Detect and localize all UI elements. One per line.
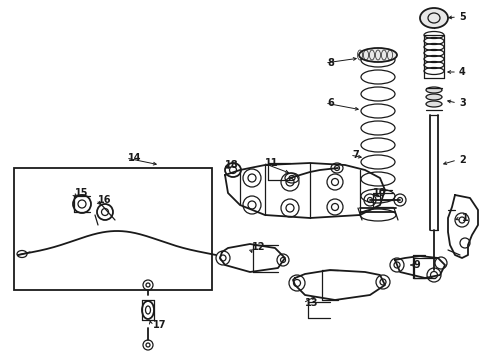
- Text: 13: 13: [305, 298, 318, 308]
- Bar: [14, 168, 212, 290]
- Text: 11: 11: [265, 158, 278, 168]
- Text: 8: 8: [327, 58, 334, 68]
- Ellipse shape: [420, 8, 448, 28]
- Text: 18: 18: [225, 160, 239, 170]
- Ellipse shape: [359, 48, 397, 62]
- Ellipse shape: [426, 101, 442, 107]
- Text: 1: 1: [462, 213, 469, 223]
- Text: 15: 15: [75, 188, 89, 198]
- Text: 4: 4: [459, 67, 466, 77]
- Text: 5: 5: [459, 12, 466, 22]
- Text: 2: 2: [459, 155, 466, 165]
- Ellipse shape: [426, 94, 442, 100]
- Text: 16: 16: [98, 195, 112, 205]
- Text: 17: 17: [153, 320, 167, 330]
- Text: 9: 9: [413, 260, 420, 270]
- Text: 12: 12: [252, 242, 266, 252]
- Text: 14: 14: [128, 153, 142, 163]
- Text: 7: 7: [352, 150, 359, 160]
- Ellipse shape: [426, 87, 442, 93]
- Text: 10: 10: [373, 188, 387, 198]
- Text: 6: 6: [327, 98, 334, 108]
- Text: 3: 3: [459, 98, 466, 108]
